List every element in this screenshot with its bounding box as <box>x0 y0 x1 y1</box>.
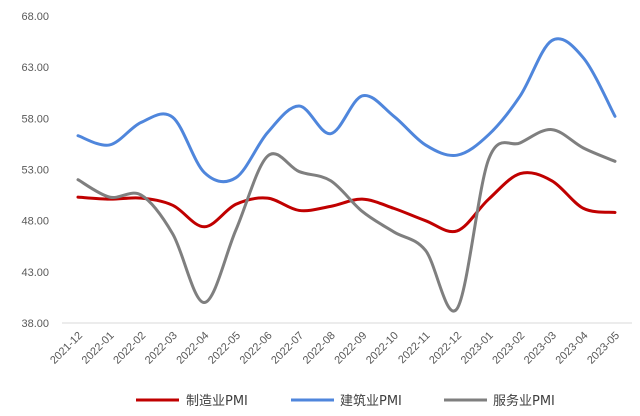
data-point <box>550 39 554 43</box>
data-point <box>550 179 554 183</box>
data-point <box>487 197 491 201</box>
data-point <box>360 94 364 98</box>
data-point <box>455 153 459 157</box>
data-point <box>202 301 206 305</box>
data-point <box>202 225 206 229</box>
y-tick-label: 68.00 <box>21 11 49 23</box>
legend-label-manufacturing-pmi: 制造业PMI <box>186 394 248 409</box>
data-point <box>423 143 427 147</box>
data-point <box>76 178 80 182</box>
data-point <box>266 154 270 158</box>
legend-item-construction-pmi: 建筑业PMI <box>291 393 402 409</box>
data-point <box>234 202 238 206</box>
y-axis-tick-labels: 68.00 63.00 58.00 53.00 48.00 43.00 38.00 <box>21 11 49 330</box>
data-point <box>455 229 459 233</box>
data-point <box>139 120 143 124</box>
data-point <box>171 115 175 119</box>
data-point <box>613 114 617 118</box>
data-point <box>234 176 238 180</box>
data-point <box>329 132 333 136</box>
data-point <box>423 248 427 252</box>
data-point <box>392 206 396 210</box>
data-point <box>139 193 143 197</box>
data-point <box>613 159 617 163</box>
data-point <box>360 197 364 201</box>
legend-label-services-pmi: 服务业PMI <box>493 393 555 409</box>
data-point <box>76 134 80 138</box>
data-point <box>234 228 238 232</box>
services-pmi-line <box>76 128 617 313</box>
data-point <box>171 203 175 207</box>
data-point <box>297 104 301 108</box>
data-point <box>202 171 206 175</box>
data-point <box>518 94 522 98</box>
data-point <box>108 195 112 199</box>
legend-label-construction-pmi: 建筑业PMI <box>340 393 402 409</box>
data-point <box>613 210 617 214</box>
legend-item-services-pmi: 服务业PMI <box>444 393 555 409</box>
data-point <box>76 195 80 199</box>
data-point <box>329 204 333 208</box>
y-tick-label: 63.00 <box>21 62 49 74</box>
data-point <box>423 219 427 223</box>
data-point <box>392 230 396 234</box>
data-point <box>108 143 112 147</box>
data-point <box>581 146 585 150</box>
data-point <box>487 133 491 137</box>
data-point <box>487 157 491 161</box>
data-point <box>518 172 522 176</box>
y-tick-label: 53.00 <box>21 165 49 177</box>
data-point <box>360 209 364 213</box>
y-tick-label: 38.00 <box>21 318 49 330</box>
manufacturing-pmi-line <box>76 171 617 234</box>
legend-item-manufacturing-pmi: 制造业PMI <box>136 394 248 409</box>
data-point <box>455 307 459 311</box>
construction-pmi-line <box>76 37 617 184</box>
data-point <box>266 196 270 200</box>
y-tick-label: 48.00 <box>21 216 49 228</box>
data-point <box>581 206 585 210</box>
data-point <box>171 232 175 236</box>
legend: 制造业PMI 建筑业PMI 服务业PMI <box>136 393 555 409</box>
data-point <box>297 170 301 174</box>
data-point <box>581 56 585 60</box>
data-point <box>518 141 522 145</box>
data-point <box>392 114 396 118</box>
data-point <box>266 131 270 135</box>
y-tick-label: 58.00 <box>21 113 49 125</box>
data-point <box>297 208 301 212</box>
series-layer <box>76 37 617 313</box>
y-tick-label: 43.00 <box>21 267 49 279</box>
data-point <box>329 179 333 183</box>
data-point <box>550 128 554 132</box>
